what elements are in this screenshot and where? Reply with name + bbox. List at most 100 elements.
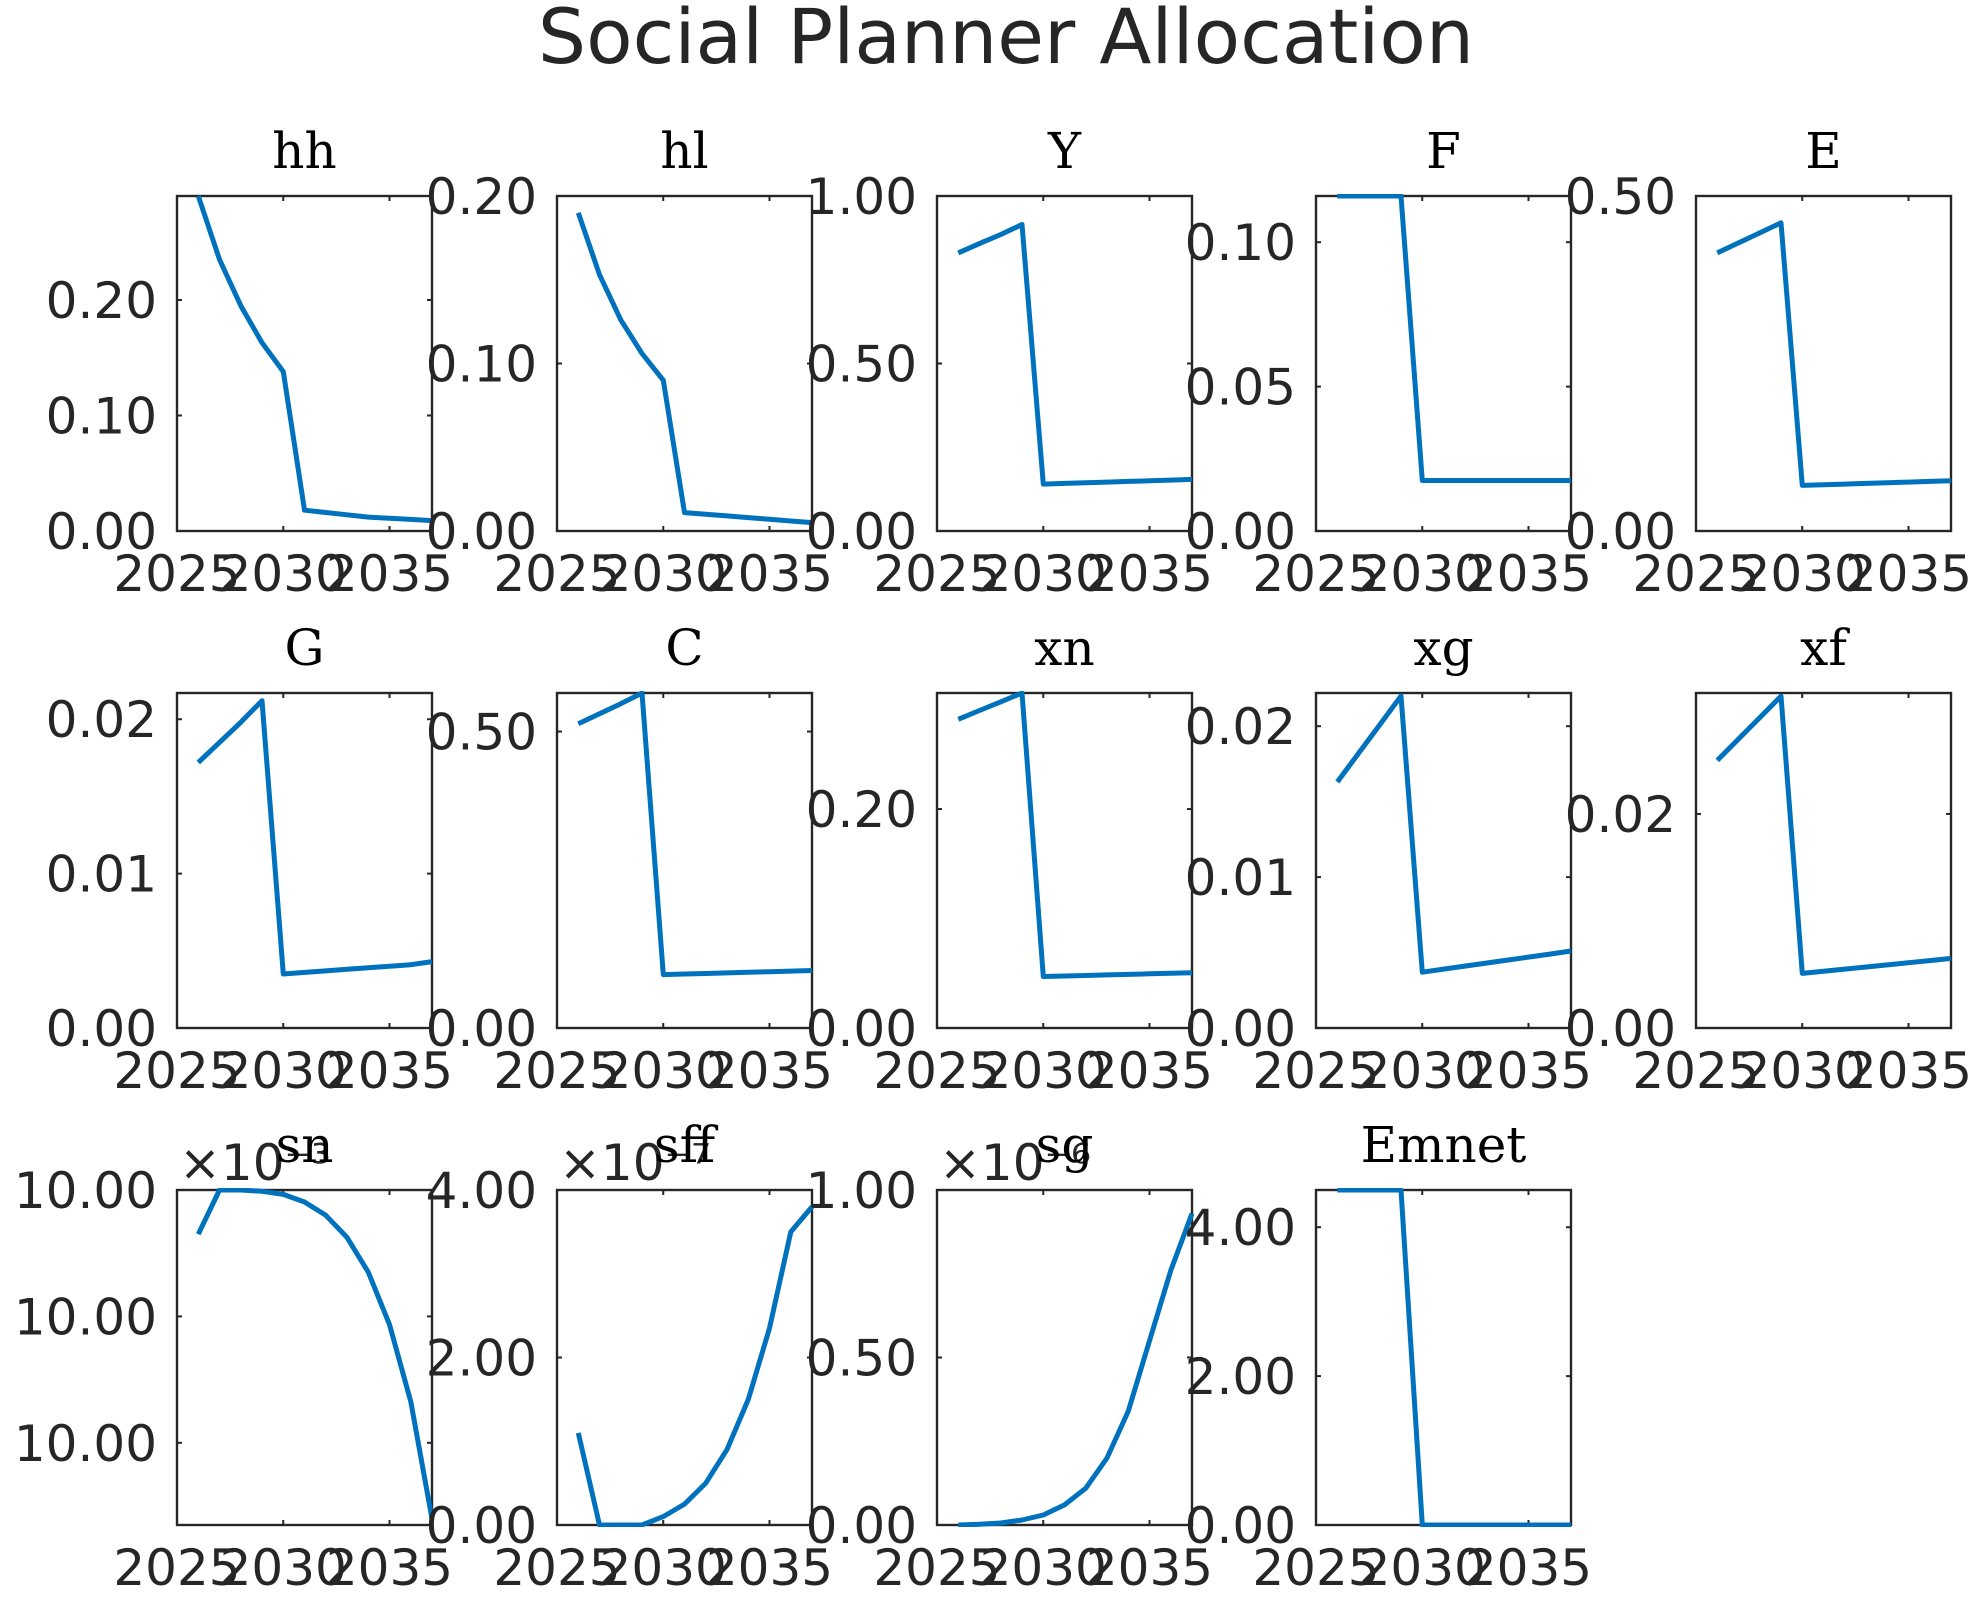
axes-box (175, 1188, 434, 1527)
x-tick-label: 2035 (1465, 545, 1592, 603)
x-tick-label: 2025 (113, 1042, 240, 1100)
subplot-title: hh (272, 122, 336, 180)
y-tick-label: 0.02 (1565, 786, 1676, 844)
x-tick-label: 2035 (1086, 545, 1213, 603)
x-tick-label: 2025 (113, 545, 240, 603)
subplot-title: C (665, 619, 703, 677)
y-tick-label: 0.10 (46, 387, 157, 445)
axes-box (1314, 691, 1573, 1030)
subplot-title: hl (660, 122, 708, 180)
axes-box (1694, 194, 1953, 533)
y-tick-label: 0.00 (1565, 503, 1676, 561)
x-tick-label: 2025 (873, 545, 1000, 603)
x-tick-label: 2030 (220, 1042, 347, 1100)
axes-box (555, 691, 814, 1030)
subplot-title: F (1426, 122, 1461, 180)
x-tick-label: 2035 (1465, 1539, 1592, 1597)
x-tick-label: 2030 (220, 1539, 347, 1597)
subplot-title: E (1805, 122, 1842, 180)
y-tick-label: 0.00 (46, 1000, 157, 1058)
series-line-xf (1715, 693, 1952, 976)
axes-box (175, 194, 434, 533)
axes-box (175, 691, 434, 1030)
y-tick-label: 4.00 (426, 1162, 537, 1220)
y-tick-label: 2.00 (426, 1330, 537, 1388)
series-line-xg (1335, 693, 1572, 975)
y-tick-label: 10.00 (14, 1162, 157, 1220)
series-line-E (1716, 220, 1952, 488)
subplot-title: Emnet (1361, 1116, 1527, 1174)
x-tick-label: 2030 (1739, 1042, 1866, 1100)
x-tick-label: 2025 (873, 1539, 1000, 1597)
y-tick-label: 0.10 (1185, 214, 1296, 272)
y-exponent-label: ×10⁻⁶ (939, 1134, 1091, 1192)
x-tick-label: 2030 (980, 1042, 1107, 1100)
y-tick-label: 0.00 (426, 1000, 537, 1058)
x-tick-label: 2030 (980, 545, 1107, 603)
x-tick-label: 2030 (600, 1042, 727, 1100)
axes-box (935, 1188, 1194, 1527)
axes-box (555, 1188, 814, 1527)
axes-box (935, 691, 1194, 1030)
y-tick-label: 0.00 (1185, 503, 1296, 561)
x-tick-label: 2025 (493, 1539, 620, 1597)
x-tick-label: 2035 (1086, 1042, 1213, 1100)
y-tick-label: 10.00 (14, 1415, 157, 1473)
y-tick-label: 0.20 (426, 168, 537, 226)
y-tick-label: 0.00 (1185, 1000, 1296, 1058)
y-tick-label: 0.50 (806, 1330, 917, 1388)
x-tick-label: 2025 (113, 1539, 240, 1597)
x-tick-label: 2030 (980, 1539, 1107, 1597)
y-tick-label: 0.50 (1565, 168, 1676, 226)
series-line-F (1337, 194, 1571, 483)
y-tick-label: 4.00 (1185, 1199, 1296, 1257)
x-tick-label: 2035 (326, 545, 453, 603)
y-tick-label: 0.50 (806, 336, 917, 394)
y-tick-label: 0.00 (806, 1000, 917, 1058)
y-tick-label: 0.20 (46, 272, 157, 330)
y-tick-label: 1.00 (806, 168, 917, 226)
subplot-title: xn (1034, 619, 1094, 677)
subplot-title: sff (654, 1116, 719, 1174)
x-tick-label: 2030 (1739, 545, 1866, 603)
y-tick-label: 0.02 (46, 691, 157, 749)
y-tick-label: 10.00 (14, 1288, 157, 1346)
series-line-sn (196, 1188, 434, 1520)
figure-title: Social Planner Allocation (538, 0, 1474, 81)
series-line-Emnet (1337, 1188, 1571, 1527)
y-tick-label: 0.00 (426, 1497, 537, 1555)
x-tick-label: 2025 (493, 1042, 620, 1100)
x-tick-label: 2025 (1632, 545, 1759, 603)
x-tick-label: 2030 (1359, 545, 1486, 603)
x-tick-label: 2025 (873, 1042, 1000, 1100)
x-tick-label: 2035 (326, 1042, 453, 1100)
x-tick-label: 2035 (326, 1539, 453, 1597)
y-tick-label: 0.00 (426, 503, 537, 561)
series-line-C (577, 691, 813, 978)
axes-box (1314, 1188, 1573, 1527)
x-tick-label: 2035 (706, 545, 833, 603)
y-tick-label: 2.00 (1185, 1348, 1296, 1406)
series-line-hl (575, 211, 813, 526)
series-line-hh (195, 195, 433, 524)
y-exponent-label: ×10⁻³ (179, 1134, 331, 1192)
subplot-title: sn (276, 1116, 334, 1174)
y-tick-label: 0.50 (426, 704, 537, 762)
y-tick-label: 1.00 (806, 1162, 917, 1220)
subplot-title: G (285, 619, 325, 677)
x-tick-label: 2025 (1252, 1042, 1379, 1100)
